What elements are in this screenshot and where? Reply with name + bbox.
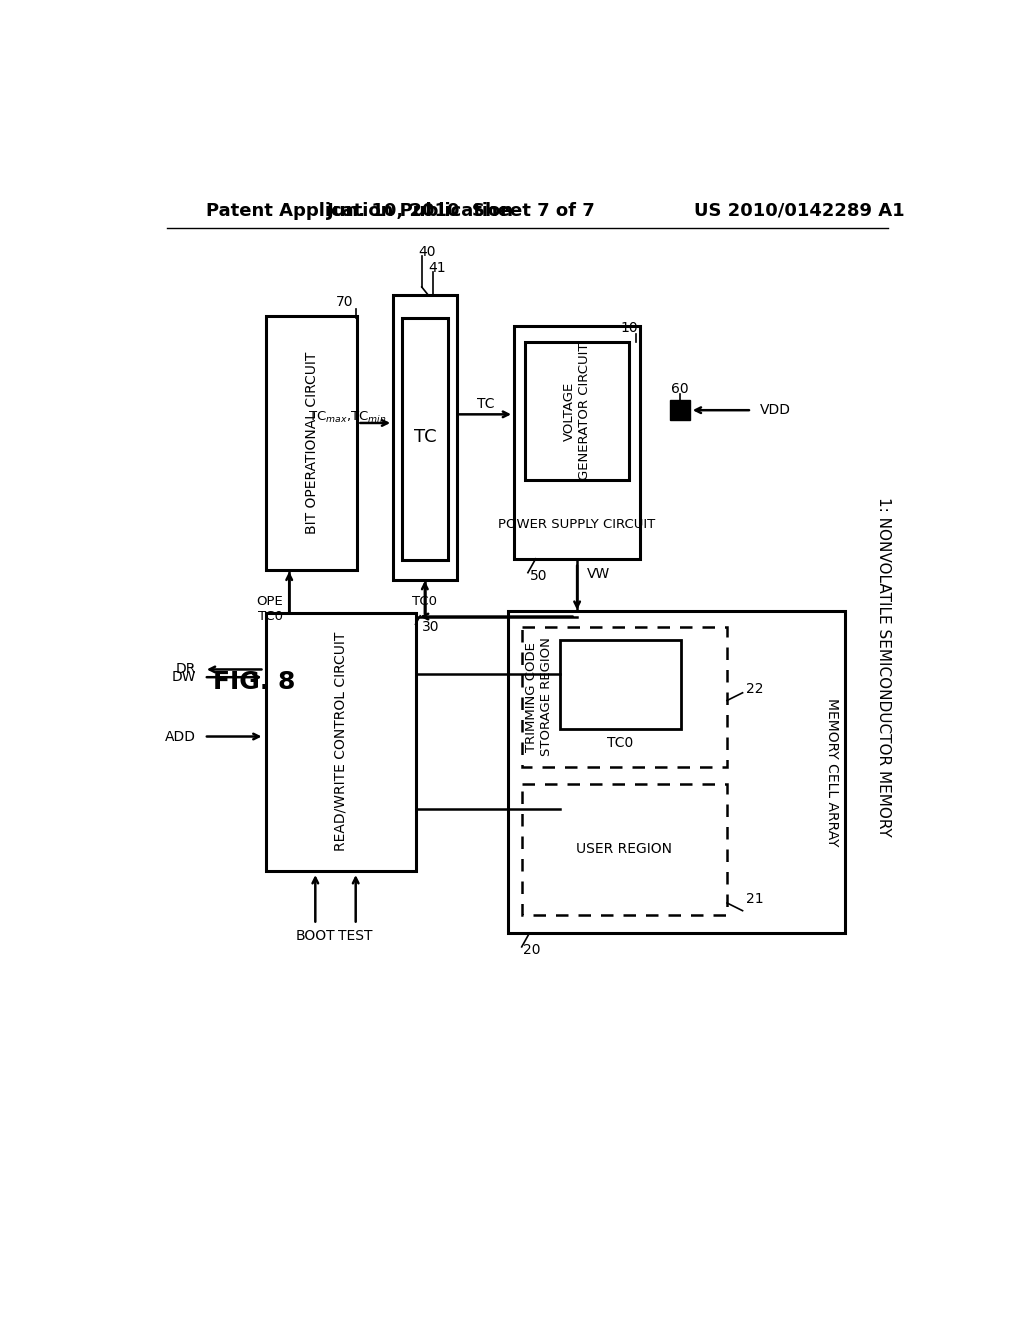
Text: ADD: ADD: [165, 730, 197, 743]
Bar: [266, 317, 357, 570]
Text: VOLTAGE
GENERATOR CIRCUIT: VOLTAGE GENERATOR CIRCUIT: [563, 342, 591, 479]
Text: VW: VW: [587, 568, 609, 581]
Text: TC: TC: [476, 396, 494, 411]
Text: 10: 10: [621, 321, 638, 335]
Text: 22: 22: [746, 682, 764, 696]
Bar: [266, 612, 416, 871]
Text: TC0: TC0: [258, 610, 283, 623]
Text: 1: NONVOLATILE SEMICONDUCTOR MEMORY: 1: NONVOLATILE SEMICONDUCTOR MEMORY: [877, 496, 891, 837]
Text: TC0: TC0: [413, 595, 437, 609]
Text: VDD: VDD: [760, 403, 791, 417]
Text: US 2010/0142289 A1: US 2010/0142289 A1: [693, 202, 904, 219]
Text: 60: 60: [671, 381, 688, 396]
Text: DW: DW: [172, 671, 197, 684]
Bar: [508, 611, 845, 933]
Text: BIT OPERATIONAL CIRCUIT: BIT OPERATIONAL CIRCUIT: [305, 352, 318, 535]
Text: 50: 50: [529, 569, 547, 582]
Text: TRIMMING CODE
STORAGE REGION: TRIMMING CODE STORAGE REGION: [524, 638, 553, 756]
Text: FIG. 8: FIG. 8: [213, 671, 296, 694]
Bar: [670, 400, 690, 420]
Text: TC0: TC0: [607, 735, 634, 750]
Text: TC: TC: [414, 428, 436, 446]
Bar: [560, 640, 681, 729]
Text: Jun. 10, 2010  Sheet 7 of 7: Jun. 10, 2010 Sheet 7 of 7: [327, 202, 596, 219]
Text: USER REGION: USER REGION: [577, 842, 673, 857]
Text: MEMORY CELL ARRAY: MEMORY CELL ARRAY: [824, 698, 839, 846]
Bar: [401, 318, 449, 560]
Text: 40: 40: [419, 246, 436, 259]
Text: POWER SUPPLY CIRCUIT: POWER SUPPLY CIRCUIT: [499, 517, 655, 531]
Text: Patent Application Publication: Patent Application Publication: [206, 202, 512, 219]
Text: TC$_{max}$,TC$_{min}$: TC$_{max}$,TC$_{min}$: [308, 411, 387, 425]
Text: READ/WRITE CONTROL CIRCUIT: READ/WRITE CONTROL CIRCUIT: [334, 632, 348, 851]
Bar: [524, 342, 630, 480]
Text: BOOT: BOOT: [296, 929, 335, 942]
Text: DR: DR: [176, 663, 197, 676]
Text: 30: 30: [422, 619, 439, 634]
Text: 20: 20: [523, 942, 541, 957]
Bar: [393, 294, 457, 579]
Text: 70: 70: [336, 296, 353, 309]
Bar: [521, 627, 727, 767]
Text: TEST: TEST: [339, 929, 373, 942]
Text: OPE: OPE: [256, 595, 283, 609]
Text: 21: 21: [746, 892, 764, 906]
Text: 41: 41: [429, 261, 446, 275]
Bar: [514, 326, 640, 558]
Bar: [521, 784, 727, 915]
